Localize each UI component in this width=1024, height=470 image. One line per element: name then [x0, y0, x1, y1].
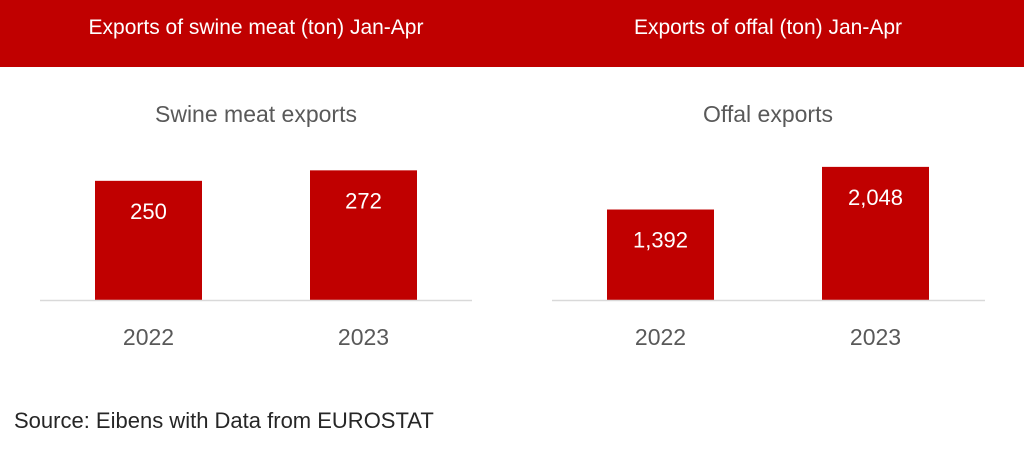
- tick-label: 2023: [338, 324, 389, 350]
- header-title-offal: Exports of offal (ton) Jan-Apr: [633, 16, 903, 39]
- bar-2022: [95, 180, 202, 300]
- tick-label: 2022: [635, 324, 686, 350]
- tick-label: 2022: [123, 324, 174, 350]
- data-label: 272: [345, 188, 382, 213]
- chart-title: Swine meat exports: [155, 101, 357, 127]
- bar-2023: [822, 166, 929, 300]
- chart-1: Offal exports 1,392 2022 2,048 2023: [552, 101, 985, 350]
- header-bar: [0, 0, 1024, 67]
- chart-title: Offal exports: [703, 101, 833, 127]
- header-title-swine: Exports of swine meat (ton) Jan-Apr: [88, 16, 424, 39]
- source-note: Source: Eibens with Data from EUROSTAT: [14, 408, 434, 433]
- tick-label: 2023: [850, 324, 901, 350]
- data-label: 1,392: [633, 228, 688, 253]
- data-label: 250: [130, 199, 167, 224]
- data-label: 2,048: [848, 185, 903, 210]
- bar-2022: [607, 209, 714, 300]
- bar-2023: [310, 170, 417, 300]
- chart-0: Swine meat exports 250 2022 272 2023: [40, 101, 472, 350]
